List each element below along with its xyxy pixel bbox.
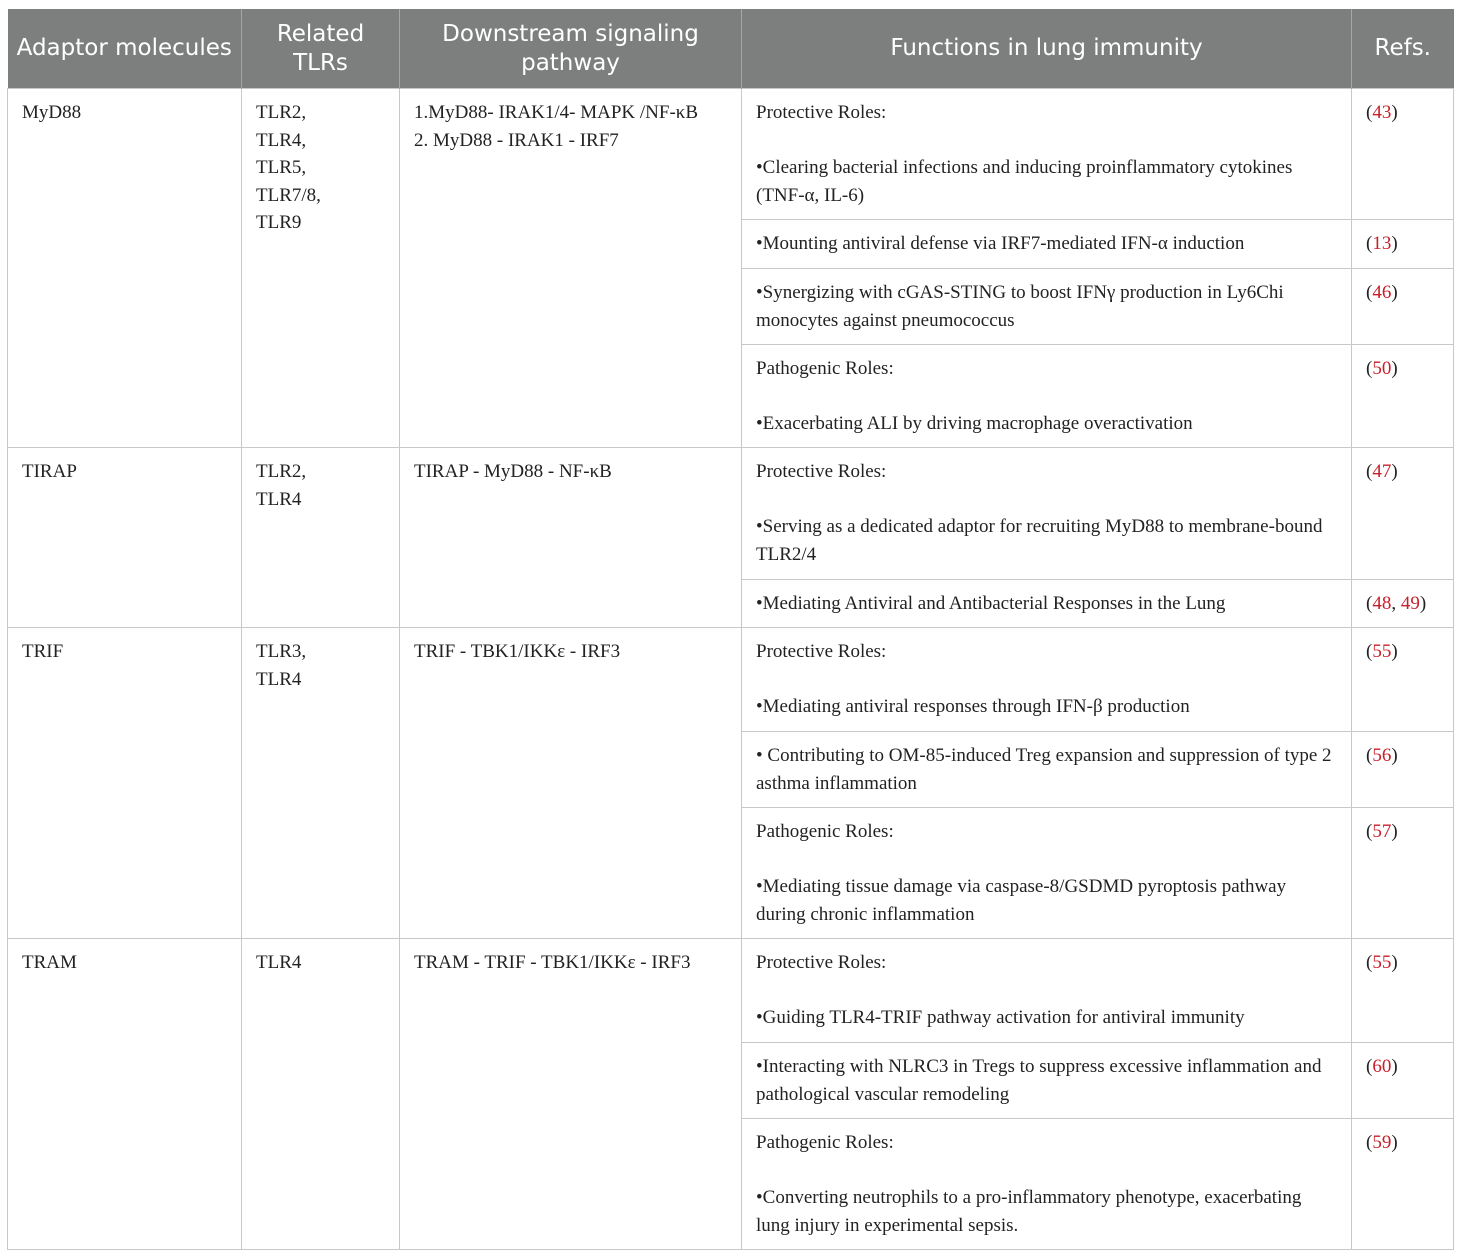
- refs-cell: (55): [1351, 627, 1454, 732]
- refs-cell: (56): [1351, 731, 1454, 808]
- reference-link[interactable]: 59: [1372, 1132, 1392, 1153]
- function-cell: • Contributing to OM-85-induced Treg exp…: [741, 731, 1352, 808]
- adaptor-cell: TRIF: [7, 627, 242, 939]
- function-cell: •Interacting with NLRC3 in Tregs to supp…: [741, 1042, 1352, 1119]
- header-refs: Refs.: [1351, 9, 1454, 89]
- function-cell: Protective Roles: •Mediating antiviral r…: [741, 627, 1352, 732]
- table-row: •Mediating Antiviral and Antibacterial R…: [8, 579, 1454, 628]
- function-cell: •Synergizing with cGAS-STING to boost IF…: [741, 268, 1352, 345]
- reference-link[interactable]: 43: [1372, 102, 1392, 123]
- function-cell: •Mediating Antiviral and Antibacterial R…: [741, 579, 1352, 628]
- refs-cell: (46): [1351, 268, 1454, 345]
- tlrs-cell: TLR2, TLR4, TLR5, TLR7/8, TLR9: [241, 88, 400, 448]
- reference-link[interactable]: 13: [1372, 233, 1392, 254]
- table-row: MyD88 TLR2, TLR4, TLR5, TLR7/8, TLR9 1.MyD…: [7, 88, 1454, 448]
- refs-cell: (59): [1351, 1118, 1454, 1250]
- table-row: • Contributing to OM-85-induced Treg exp…: [8, 731, 1454, 808]
- reference-link[interactable]: 49: [1400, 593, 1420, 614]
- adaptor-cell: MyD88: [7, 88, 242, 448]
- pathway-cell: TIRAP - MyD88 - NF-κB: [399, 447, 742, 628]
- tlrs-cell: TLR2, TLR4: [241, 447, 400, 628]
- table-row: Pathogenic Roles: •Exacerbating ALI by d…: [8, 344, 1454, 448]
- adaptor-molecules-table: Adaptor molecules Related TLRs Downstrea…: [7, 9, 1454, 1250]
- refs-cell: (47): [1351, 447, 1454, 580]
- header-row: Adaptor molecules Related TLRs Downstrea…: [7, 9, 1454, 89]
- header-related-tlrs: Related TLRs: [241, 9, 400, 89]
- function-cell: Pathogenic Roles: •Converting neutrophil…: [741, 1118, 1352, 1250]
- table-row: •Synergizing with cGAS-STING to boost IF…: [8, 268, 1454, 345]
- refs-cell: (57): [1351, 807, 1454, 939]
- header-pathway: Downstream signaling pathway: [399, 9, 742, 89]
- reference-link[interactable]: 60: [1372, 1056, 1392, 1077]
- pathway-cell: TRIF - TBK1/IKKε - IRF3: [399, 627, 742, 939]
- header-functions: Functions in lung immunity: [741, 9, 1352, 89]
- header-adaptor: Adaptor molecules: [7, 9, 242, 89]
- reference-link[interactable]: 50: [1372, 358, 1392, 379]
- table-row: •Mounting antiviral defense via IRF7-med…: [8, 219, 1454, 269]
- reference-link[interactable]: 47: [1372, 461, 1392, 482]
- function-cell: Protective Roles: •Clearing bacterial in…: [741, 88, 1352, 220]
- table-row: Pathogenic Roles: •Mediating tissue dama…: [8, 807, 1454, 939]
- reference-link[interactable]: 56: [1372, 745, 1392, 766]
- function-cell: Pathogenic Roles: •Mediating tissue dama…: [741, 807, 1352, 939]
- refs-cell: (55): [1351, 938, 1454, 1043]
- reference-link[interactable]: 57: [1372, 821, 1392, 842]
- refs-cell: (50): [1351, 344, 1454, 448]
- reference-link[interactable]: 55: [1372, 952, 1392, 973]
- function-cell: Protective Roles: •Guiding TLR4-TRIF pat…: [741, 938, 1352, 1043]
- refs-cell: (60): [1351, 1042, 1454, 1119]
- tlrs-cell: TLR3, TLR4: [241, 627, 400, 939]
- function-cell: •Mounting antiviral defense via IRF7-med…: [741, 219, 1352, 269]
- adaptor-cell: TIRAP: [7, 447, 242, 628]
- adaptor-cell: TRAM: [7, 938, 242, 1250]
- tlrs-cell: TLR4: [241, 938, 400, 1250]
- reference-link[interactable]: 46: [1372, 282, 1392, 303]
- reference-link[interactable]: 55: [1372, 641, 1392, 662]
- table-row: •Interacting with NLRC3 in Tregs to supp…: [8, 1042, 1454, 1119]
- table-row: TRAM TLR4 TRAM - TRIF - TBK1/IKKε - IRF3 Pr…: [7, 938, 1454, 1250]
- refs-cell: (48, 49): [1351, 579, 1454, 628]
- function-cell: Pathogenic Roles: •Exacerbating ALI by d…: [741, 344, 1352, 448]
- table-row: Pathogenic Roles: •Converting neutrophil…: [8, 1118, 1454, 1250]
- function-cell: Protective Roles: •Serving as a dedicate…: [741, 447, 1352, 580]
- refs-cell: (13): [1351, 219, 1454, 269]
- reference-link[interactable]: 48: [1372, 593, 1392, 614]
- table-body: MyD88 TLR2, TLR4, TLR5, TLR7/8, TLR9 1.MyD…: [7, 88, 1454, 1250]
- table-row: TIRAP TLR2, TLR4 TIRAP - MyD88 - NF-κB Prot…: [7, 447, 1454, 628]
- pathway-cell: 1.MyD88- IRAK1/4- MAPK /NF-κB 2. MyD88 -…: [399, 88, 742, 448]
- pathway-cell: TRAM - TRIF - TBK1/IKKε - IRF3: [399, 938, 742, 1250]
- table-row: TRIF TLR3, TLR4 TRIF - TBK1/IKKε - IRF3 Pro…: [7, 627, 1454, 939]
- refs-cell: (43): [1351, 88, 1454, 220]
